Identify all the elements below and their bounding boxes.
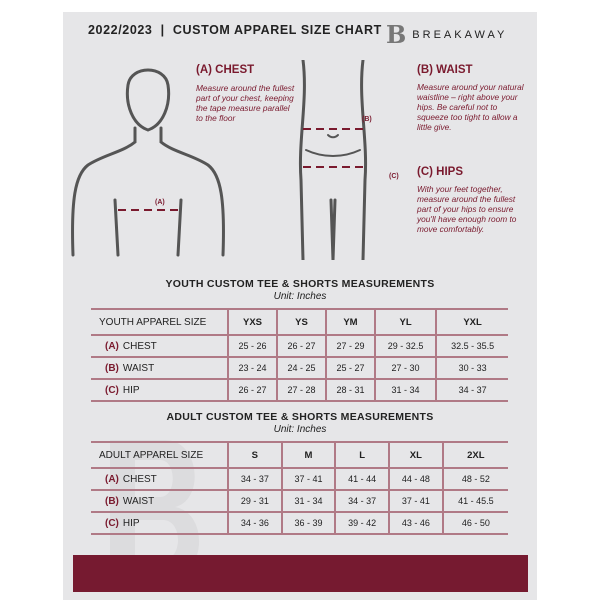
adult-table-title: ADULT CUSTOM TEE & SHORTS MEASUREMENTS (166, 411, 434, 423)
cell: 27 - 30 (373, 357, 437, 380)
marker-c: (C) (389, 173, 399, 180)
row-label: (C) HIP (91, 512, 228, 535)
cell: 43 - 46 (388, 512, 443, 535)
marker-b: (B) (362, 116, 372, 123)
body-figures-illustration (71, 60, 368, 260)
cell: 31 - 34 (280, 490, 336, 513)
header-label: ADULT APPAREL SIZE (91, 441, 228, 469)
cell: 25 - 26 (227, 335, 277, 358)
chest-heading: (A) CHEST (196, 64, 255, 76)
cell: 29 - 32.5 (373, 335, 437, 358)
row-label: (A) CHEST (91, 468, 228, 491)
table-row: (B) WAIST 29 - 31 31 - 34 34 - 37 37 - 41 41 … (91, 490, 508, 513)
cell: 30 - 33 (435, 357, 508, 380)
cell: 44 - 48 (388, 468, 443, 491)
cell: 27 - 29 (324, 335, 375, 358)
cell: 34 - 37 (435, 379, 508, 402)
cell: 41 - 44 (334, 468, 390, 491)
cell: 29 - 31 (227, 490, 282, 513)
cell: 46 - 50 (441, 512, 508, 535)
brand-logo: B BREAKAWAY (386, 20, 507, 49)
size-header: YL (373, 308, 437, 336)
size-header: XL (388, 441, 443, 469)
footer-band (73, 555, 528, 592)
size-header: L (334, 441, 390, 469)
brand-name: BREAKAWAY (412, 28, 508, 41)
cell: 39 - 42 (334, 512, 390, 535)
youth-unit: Unit: Inches (273, 291, 327, 302)
waist-heading: (B) WAIST (417, 64, 473, 76)
table-header-row: ADULT APPAREL SIZE S M L XL 2XL (91, 441, 508, 469)
cell: 25 - 27 (324, 357, 375, 380)
waist-instructions: Measure around your natural waistline – … (417, 82, 524, 132)
header-label: YOUTH APPAREL SIZE (91, 308, 228, 336)
cell: 48 - 52 (441, 468, 508, 491)
table-row: (B) WAIST 23 - 24 24 - 25 25 - 27 27 - 30 30 … (91, 357, 508, 380)
youth-table-title: YOUTH CUSTOM TEE & SHORTS MEASUREMENTS (165, 278, 435, 290)
table-row: (A) CHEST 25 - 26 26 - 27 27 - 29 29 - 32.5 3… (91, 335, 508, 358)
logo-mark: B (386, 20, 407, 49)
cell: 32.5 - 35.5 (435, 335, 508, 358)
cell: 28 - 31 (324, 379, 375, 402)
size-header: 2XL (441, 441, 508, 469)
cell: 27 - 28 (275, 379, 326, 402)
cell: 26 - 27 (275, 335, 326, 358)
adult-unit: Unit: Inches (273, 424, 327, 435)
size-header: M (280, 441, 336, 469)
cell: 41 - 45.5 (441, 490, 508, 513)
row-label: (A) CHEST (91, 335, 228, 358)
cell: 34 - 37 (334, 490, 390, 513)
hips-heading: (C) HIPS (417, 166, 463, 178)
table-row: (C) HIP 26 - 27 27 - 28 28 - 31 31 - 34 34 - … (91, 379, 508, 402)
cell: 23 - 24 (227, 357, 277, 380)
table-row: (C) HIP 34 - 36 36 - 39 39 - 42 43 - 46 46 - … (91, 512, 508, 535)
cell: 36 - 39 (280, 512, 336, 535)
chest-instructions: Measure around the fullest part of your … (196, 83, 295, 123)
size-header: YM (324, 308, 375, 336)
row-label: (B) WAIST (91, 490, 228, 513)
row-label: (C) HIP (91, 379, 228, 402)
cell: 37 - 41 (388, 490, 443, 513)
cell: 34 - 36 (227, 512, 282, 535)
youth-size-table: YOUTH APPAREL SIZE YXS YS YM YL YXL (A) C… (91, 308, 508, 402)
adult-size-table: ADULT APPAREL SIZE S M L XL 2XL (A) CHEST… (91, 441, 508, 535)
cell: 26 - 27 (227, 379, 277, 402)
table-row: (A) CHEST 34 - 37 37 - 41 41 - 44 44 - 48 48 … (91, 468, 508, 491)
size-header: YXL (435, 308, 508, 336)
cell: 37 - 41 (280, 468, 336, 491)
cell: 31 - 34 (373, 379, 437, 402)
row-label: (B) WAIST (91, 357, 228, 380)
size-header: YS (275, 308, 326, 336)
hips-instructions: With your feet together, measure around … (417, 184, 517, 234)
page-title: 2022/2023 | CUSTOM APPAREL SIZE CHART (88, 23, 382, 37)
cell: 34 - 37 (227, 468, 282, 491)
marker-a: (A) (155, 199, 165, 206)
table-header-row: YOUTH APPAREL SIZE YXS YS YM YL YXL (91, 308, 508, 336)
size-header: YXS (227, 308, 277, 336)
cell: 24 - 25 (275, 357, 326, 380)
size-header: S (227, 441, 282, 469)
